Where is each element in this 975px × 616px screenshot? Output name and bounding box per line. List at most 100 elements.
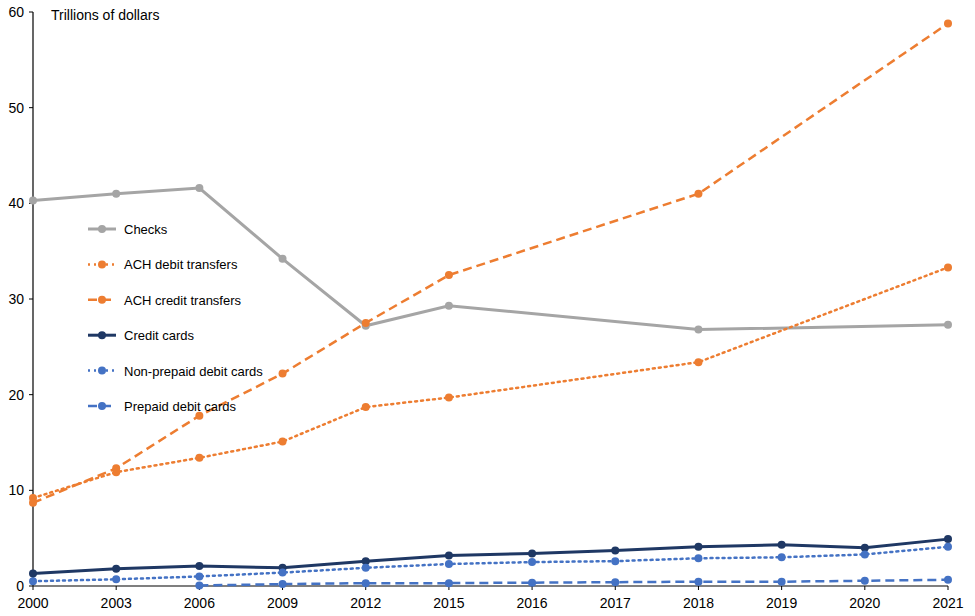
y-tick-label: 50 <box>8 100 24 116</box>
legend-marker <box>98 367 106 375</box>
point <box>445 394 453 402</box>
x-tick <box>781 586 782 590</box>
point <box>445 302 453 310</box>
point <box>528 549 536 557</box>
point <box>694 554 702 562</box>
point <box>694 543 702 551</box>
x-tick-label: 2012 <box>350 595 381 611</box>
point <box>944 321 952 329</box>
x-tick-label: 2016 <box>517 595 548 611</box>
point <box>195 572 203 580</box>
series-line <box>199 580 948 586</box>
x-tick-label: 2000 <box>17 595 48 611</box>
point <box>694 190 702 198</box>
point <box>445 560 453 568</box>
point <box>445 271 453 279</box>
point <box>112 190 120 198</box>
y-tick-label: 60 <box>8 4 24 20</box>
point <box>112 575 120 583</box>
point <box>29 577 37 585</box>
point <box>611 557 619 565</box>
point <box>195 184 203 192</box>
legend: Checks ACH debit transfers ACH credit tran… <box>88 222 263 414</box>
point <box>195 562 203 570</box>
legend-marker <box>98 225 106 233</box>
point <box>29 570 37 578</box>
point <box>861 577 869 585</box>
x-tick <box>615 586 616 590</box>
series-line <box>33 539 948 573</box>
point <box>694 358 702 366</box>
x-tick <box>698 586 699 590</box>
point <box>944 535 952 543</box>
x-tick-label: 2021 <box>932 595 963 611</box>
legend-marker <box>98 331 106 339</box>
series-line <box>33 23 948 502</box>
x-tick-label: 2015 <box>433 595 464 611</box>
x-tick <box>948 586 949 590</box>
point <box>279 438 287 446</box>
point <box>944 543 952 551</box>
plot-area <box>29 19 952 589</box>
point <box>944 576 952 584</box>
point <box>944 263 952 271</box>
x-tick-label: 2003 <box>101 595 132 611</box>
chart: 0 10 20 30 40 50 60 2000 2003 2006 2009 2012 2015 201… <box>0 0 975 616</box>
point <box>29 499 37 507</box>
point <box>362 403 370 411</box>
legend-marker <box>98 402 106 410</box>
x-tick-label: 2017 <box>600 595 631 611</box>
point <box>112 464 120 472</box>
point <box>279 370 287 378</box>
legend-marker <box>98 296 106 304</box>
y-tick-label: 40 <box>8 195 24 211</box>
legend-label: Checks <box>124 222 168 237</box>
point <box>362 319 370 327</box>
y-tick-label: 20 <box>8 387 24 403</box>
point <box>279 580 287 588</box>
series-line <box>33 188 948 330</box>
point <box>195 454 203 462</box>
series-line <box>33 267 948 498</box>
point <box>445 579 453 587</box>
point <box>528 558 536 566</box>
point <box>445 551 453 559</box>
y-tick-label: 10 <box>8 482 24 498</box>
point <box>362 564 370 572</box>
point <box>861 550 869 558</box>
point <box>778 553 786 561</box>
series-line <box>33 547 948 581</box>
y-axis-title: Trillions of dollars <box>51 7 159 23</box>
legend-label: Credit cards <box>124 328 195 343</box>
point <box>279 569 287 577</box>
point <box>611 547 619 555</box>
point <box>778 578 786 586</box>
point <box>778 541 786 549</box>
point <box>362 579 370 587</box>
point <box>279 255 287 263</box>
point <box>694 326 702 334</box>
x-tick <box>864 586 865 590</box>
point <box>112 565 120 573</box>
legend-label: Non-prepaid debit cards <box>124 364 263 379</box>
point <box>611 578 619 586</box>
legend-label: ACH credit transfers <box>124 293 242 308</box>
point <box>528 579 536 587</box>
x-tick-label: 2018 <box>683 595 714 611</box>
y-tick-label: 30 <box>8 291 24 307</box>
x-tick-label: 2020 <box>849 595 880 611</box>
x-tick-label: 2009 <box>267 595 298 611</box>
point <box>694 578 702 586</box>
point <box>944 19 952 27</box>
x-tick-label: 2019 <box>766 595 797 611</box>
x-tick <box>33 586 34 590</box>
x-axis <box>33 585 948 586</box>
axes: 0 10 20 30 40 50 60 2000 2003 2006 2009 2012 2015 201… <box>8 4 963 611</box>
legend-marker <box>98 260 106 268</box>
legend-label: ACH debit transfers <box>124 257 238 272</box>
y-tick-label: 0 <box>16 578 24 594</box>
point <box>29 196 37 204</box>
point <box>195 582 203 590</box>
x-tick-label: 2006 <box>184 595 215 611</box>
x-tick <box>116 586 117 590</box>
